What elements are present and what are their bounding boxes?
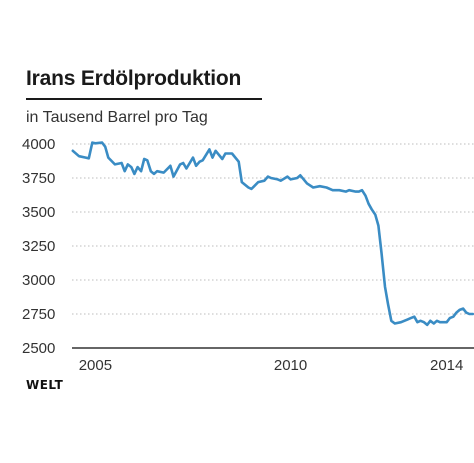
welt-logo: WELT (26, 378, 64, 392)
y-tick-label: 3250 (22, 238, 55, 255)
y-tick-label: 2500 (22, 340, 55, 357)
x-axis-tick-labels: 2005 2010 2014 (79, 357, 464, 374)
y-tick-label: 4000 (22, 136, 55, 153)
y-tick-label: 3000 (22, 272, 55, 289)
y-tick-label: 3750 (22, 170, 55, 187)
chart-title: Irans Erdölproduktion (26, 67, 242, 90)
x-tick-label: 2010 (274, 357, 307, 374)
y-tick-label: 3500 (22, 204, 55, 221)
y-axis-tick-labels: 2500 2750 3000 3250 3500 3750 4000 (22, 136, 55, 357)
x-tick-label: 2014 (430, 357, 463, 374)
series-line (71, 141, 474, 327)
chart-subtitle: in Tausend Barrel pro Tag (26, 109, 208, 126)
series-layer (71, 141, 474, 327)
x-tick-label: 2005 (79, 357, 112, 374)
title-underline (26, 98, 262, 100)
y-tick-label: 2750 (22, 306, 55, 323)
